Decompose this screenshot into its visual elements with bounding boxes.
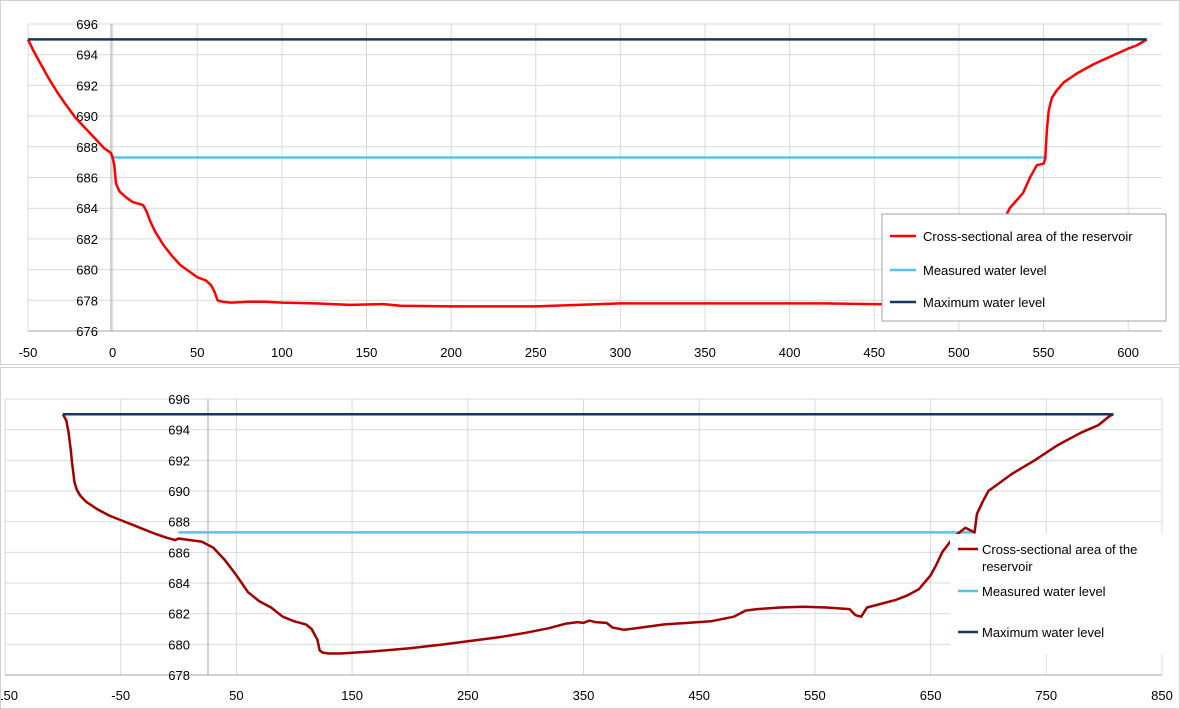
legend-label: Cross-sectional area of the reservoir — [982, 542, 1137, 574]
x-tick-label: 50 — [190, 345, 204, 360]
y-tick-label: 678 — [76, 293, 98, 308]
chart-1-svg: -50 0 50 100 150 200 250 300 350 400 450 500 550 600 6… — [19, 17, 1167, 360]
x-tick-label: 450 — [863, 345, 885, 360]
y-tick-label: 680 — [168, 637, 190, 652]
x-tick-label: 300 — [610, 345, 632, 360]
x-tick-label: 650 — [920, 688, 942, 703]
y-tick-label: 692 — [168, 453, 190, 468]
reservoir-chart-1: -50 0 50 100 150 200 250 300 350 400 450 500 550 600 6… — [0, 0, 1180, 365]
y-tick-label: 680 — [76, 263, 98, 278]
series-line-0 — [61, 413, 1114, 655]
y-tick-label: 690 — [168, 484, 190, 499]
x-tick-label: -50 — [111, 688, 130, 703]
legend: Cross-sectional area of the reservoir Mea… — [881, 213, 1167, 322]
chart-2-svg: -150 -50 50 150 250 350 450 550 650 750 850 678 680 6… — [0, 392, 1173, 703]
x-tick-label: 550 — [1033, 345, 1055, 360]
x-tick-label: 150 — [356, 345, 378, 360]
x-tick-label: 450 — [688, 688, 710, 703]
y-tick-label: 694 — [76, 48, 98, 63]
x-tick-label: 150 — [341, 688, 363, 703]
y-tick-label: 684 — [76, 201, 98, 216]
y-tick-label: 692 — [76, 78, 98, 93]
x-tick-label: 600 — [1117, 345, 1139, 360]
x-tick-label: 550 — [804, 688, 826, 703]
x-tick-label: -50 — [19, 345, 38, 360]
x-tick-label: 350 — [573, 688, 595, 703]
legend-label: Measured water level — [982, 584, 1106, 599]
x-tick-label: 50 — [229, 688, 243, 703]
y-tick-label: 686 — [76, 171, 98, 186]
legend-label: Cross-sectional area of the reservoir — [923, 229, 1133, 244]
y-tick-label: 684 — [168, 576, 190, 591]
series-line-0 — [26, 38, 1148, 308]
x-tick-label: 400 — [779, 345, 801, 360]
y-tick-label: 694 — [168, 423, 190, 438]
y-tick-label: 686 — [168, 545, 190, 560]
x-tick-label: 250 — [457, 688, 479, 703]
legend-label: Maximum water level — [982, 625, 1104, 640]
legend-label: Maximum water level — [923, 295, 1045, 310]
legend-box — [881, 213, 1167, 322]
legend-label: Measured water level — [923, 263, 1047, 278]
x-tick-label: 200 — [440, 345, 462, 360]
x-tick-label: 850 — [1151, 688, 1173, 703]
y-tick-label: 688 — [76, 140, 98, 155]
x-tick-label: 250 — [525, 345, 547, 360]
x-tick-label: 750 — [1035, 688, 1057, 703]
x-tick-label: 350 — [694, 345, 716, 360]
y-tick-label: 676 — [76, 324, 98, 339]
legend: Cross-sectional area of the reservoir Meas… — [950, 534, 1170, 654]
x-tick-label: 0 — [109, 345, 116, 360]
x-tick-label: 500 — [948, 345, 970, 360]
x-tick-label: 100 — [271, 345, 293, 360]
y-tick-label: 688 — [168, 515, 190, 530]
reservoir-chart-2: -150 -50 50 150 250 350 450 550 650 750 850 678 680 6… — [0, 367, 1180, 709]
y-tick-label: 678 — [168, 668, 190, 683]
y-tick-label: 682 — [168, 607, 190, 622]
y-tick-label: 696 — [76, 17, 98, 32]
y-tick-label: 682 — [76, 232, 98, 247]
y-tick-label: 690 — [76, 109, 98, 124]
legend-box — [950, 534, 1170, 654]
x-tick-label: -150 — [0, 688, 18, 703]
y-tick-label: 696 — [168, 392, 190, 407]
